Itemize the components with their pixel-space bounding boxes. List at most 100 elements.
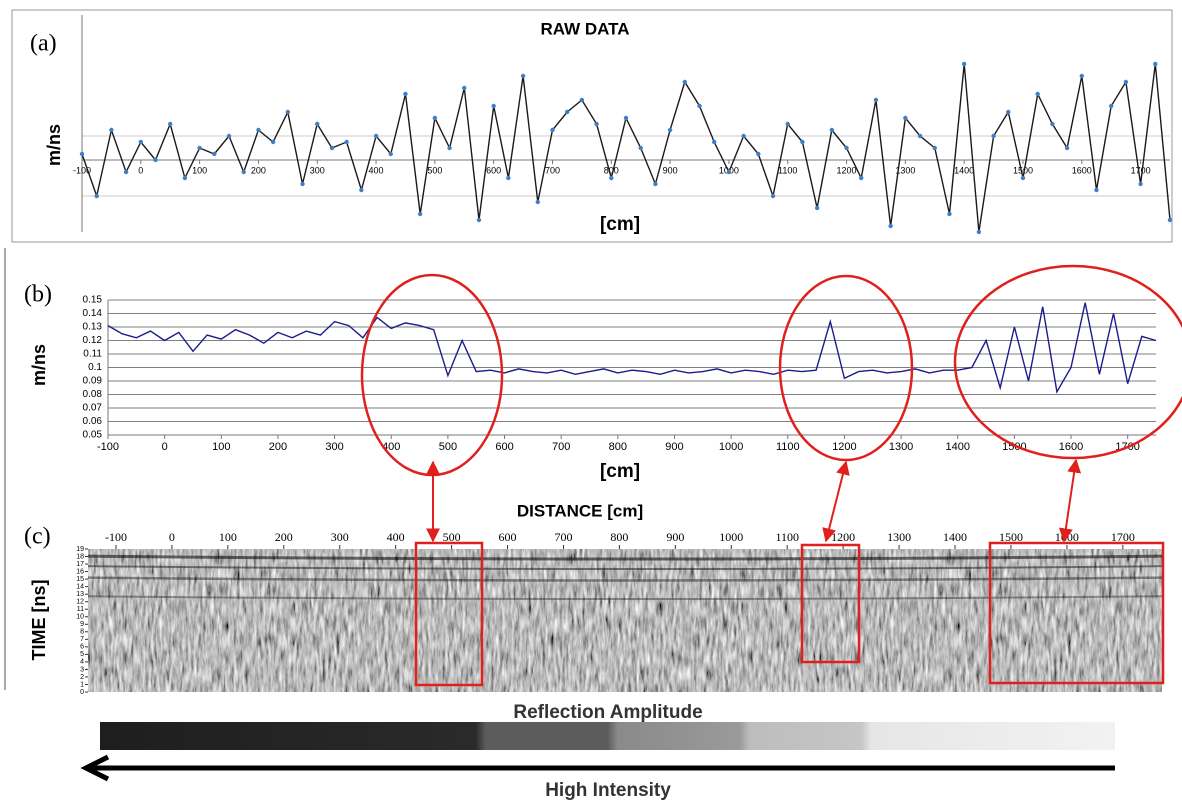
y-tick-label: 0.15 [83,295,103,306]
x-tick-label: 600 [499,530,517,544]
data-point [770,193,776,199]
x-tick-label: 1000 [719,530,743,544]
data-point [1138,181,1143,187]
data-point [1108,103,1114,109]
x-tick-label: 1700 [1111,530,1135,544]
charts: (a)RAW DATA[cm]m/ns-100 0 100 200 300 400 500 6… [24,15,1173,696]
x-tick-label: 0 [162,441,168,453]
y-tick-label: 16 [76,568,84,575]
data-point [241,169,246,175]
reflection-band [87,576,1163,582]
data-point [947,211,952,217]
data-point [315,121,320,127]
data-point [623,115,629,121]
data-point [653,181,658,187]
data-point [476,217,482,223]
data-point [197,145,202,151]
data-point [564,109,570,115]
highlight-box [414,541,484,687]
x-tick-label: 600 [486,165,501,175]
y-tick-label: 0.14 [83,308,103,319]
y-tick-label: 12 [76,599,84,606]
data-point [491,103,496,109]
data-point [94,193,99,199]
data-point [1094,187,1099,193]
data-point [403,91,408,97]
data-point [153,157,158,163]
reflection-band [87,554,1163,561]
data-point [594,121,599,127]
y-tick-label: 0.08 [83,389,103,400]
data-point [800,139,805,145]
data-point [285,109,291,115]
data-point [961,61,967,67]
data-point [388,151,393,157]
x-tick-label: 1400 [945,441,969,453]
y-tick-label: 6 [80,644,84,651]
highlight-ellipse [360,273,504,477]
x-tick-label: 0 [169,530,175,544]
data-point [373,133,379,139]
legend-caption: High Intensity [545,780,671,801]
data-point [726,169,732,175]
data-point [520,73,526,79]
x-tick-label: 200 [275,530,293,544]
reflection-band [87,565,1163,571]
x-tick-label: 400 [387,530,405,544]
y-tick-label: 1 [80,681,84,688]
data-point [1006,109,1011,115]
y-tick-label: 7 [80,636,84,643]
highlight-box [988,541,1165,685]
y-tick-label: 17 [76,561,84,568]
x-tick-label: 1400 [954,165,974,175]
y-axis-label: TIME [ns] [29,580,49,661]
data-point [226,133,232,139]
y-tick-label: 11 [77,606,84,613]
data-line [81,63,1171,233]
highlight-box [800,543,861,664]
x-tick-label: 300 [310,165,325,175]
x-tick-label: 700 [554,530,572,544]
y-tick-label: 0.06 [83,416,103,427]
x-tick-label: 1500 [1013,165,1033,175]
x-tick-label: -100 [73,165,91,175]
data-point [79,151,85,157]
panel-label: (a) [30,31,57,57]
x-tick-label: 1600 [1055,530,1079,544]
link-arrow [1058,458,1082,543]
y-tick-label: 10 [76,614,84,621]
y-tick-label: 14 [76,583,84,590]
y-tick-label: 2 [80,674,84,681]
data-point [417,211,423,217]
data-point [741,133,746,139]
x-tick-label: 1200 [837,165,857,175]
x-tick-label: 1000 [719,441,743,453]
x-tick-label: 800 [609,441,627,453]
data-point [697,103,702,109]
x-tick-label: -100 [105,530,127,544]
data-point [682,79,688,85]
x-tick-label: 300 [331,530,349,544]
data-point [270,139,276,145]
data-point [123,169,129,175]
highlight-ellipse [778,274,914,462]
x-tick-label: 200 [269,441,287,453]
data-point [932,145,937,151]
panel-frame [11,9,1173,243]
data-point [447,145,452,151]
legend-title: Reflection Amplitude [513,702,702,723]
reflection-band [87,595,1163,601]
x-tick-label: -100 [97,441,119,453]
data-point [212,151,217,157]
data-point [535,199,540,205]
y-tick-label: 0.11 [83,349,102,360]
x-tick-label: 700 [545,165,560,175]
highlight-ellipse [953,264,1182,460]
data-point [859,175,864,181]
x-tick-label: 600 [495,441,513,453]
data-point [888,223,893,229]
data-point [1064,145,1070,151]
y-tick-label: 5 [80,651,84,658]
x-tick-label: 1500 [999,530,1023,544]
data-point [991,133,996,139]
